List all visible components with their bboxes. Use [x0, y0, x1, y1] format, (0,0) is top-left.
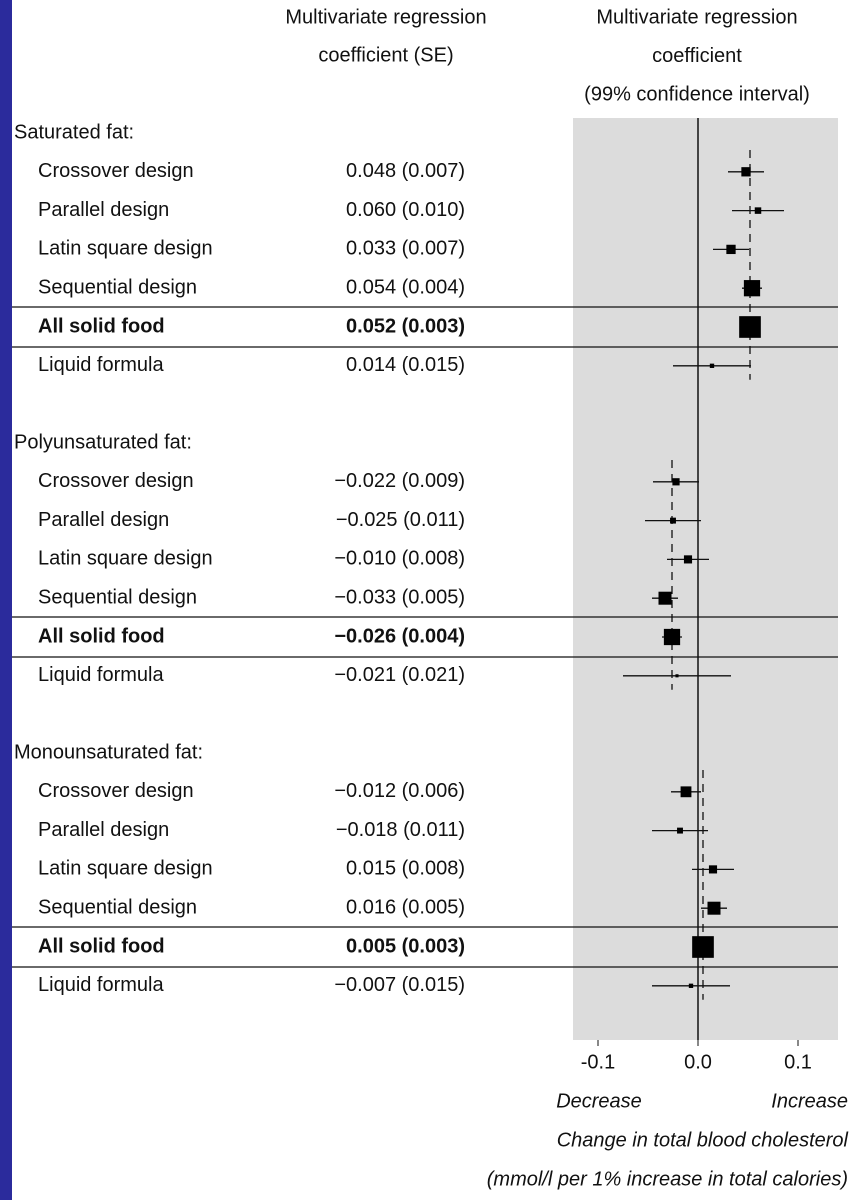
estimate-marker: [754, 207, 762, 214]
row-label: Liquid formula: [38, 664, 165, 686]
row-label: Crossover design: [38, 780, 194, 802]
estimate-marker: [692, 936, 714, 958]
value-label: −0.033 (0.005): [334, 586, 465, 608]
estimate-marker: [688, 983, 694, 988]
value-label: 0.014 (0.015): [346, 354, 465, 376]
row-label: Parallel design: [38, 819, 169, 841]
row-label: Latin square design: [38, 858, 213, 880]
column-header: coefficient (SE): [318, 44, 453, 66]
row-label: Liquid formula: [38, 354, 165, 376]
value-label: 0.060 (0.010): [346, 199, 465, 221]
column-header: Multivariate regression: [285, 6, 486, 28]
estimate-marker: [741, 167, 751, 177]
group-label: Polyunsaturated fat:: [14, 431, 192, 453]
estimate-marker: [683, 555, 693, 564]
row-label: Parallel design: [38, 199, 169, 221]
value-label: −0.007 (0.015): [334, 974, 465, 996]
row-label: Parallel design: [38, 509, 169, 531]
value-label: −0.022 (0.009): [334, 470, 465, 492]
estimate-marker: [726, 244, 736, 255]
direction-label: Increase: [771, 1090, 848, 1112]
estimate-marker: [663, 628, 681, 646]
row-label: Sequential design: [38, 276, 197, 298]
value-label: 0.048 (0.007): [346, 160, 465, 182]
estimate-marker: [743, 280, 761, 297]
value-label: −0.010 (0.008): [334, 548, 465, 570]
plot-panel: [573, 118, 838, 1040]
value-label: 0.033 (0.007): [346, 238, 465, 260]
row-label: Latin square design: [38, 548, 213, 570]
value-label: −0.012 (0.006): [334, 780, 465, 802]
x-tick-label: -0.1: [581, 1051, 615, 1073]
row-label: All solid food: [38, 315, 165, 337]
estimate-marker: [709, 363, 715, 368]
x-axis-title: (mmol/l per 1% increase in total calorie…: [487, 1168, 848, 1190]
estimate-marker: [672, 478, 680, 486]
estimate-marker: [680, 786, 692, 798]
value-label: 0.016 (0.005): [346, 896, 465, 918]
column-header: Multivariate regression: [596, 6, 797, 28]
row-label: Latin square design: [38, 238, 213, 260]
group-label: Monounsaturated fat:: [14, 741, 203, 763]
group-label: Saturated fat:: [14, 121, 134, 143]
x-tick-label: 0.0: [684, 1051, 712, 1073]
column-header: coefficient: [652, 45, 742, 67]
estimate-marker: [675, 674, 679, 678]
row-label: All solid food: [38, 935, 165, 957]
row-label: Liquid formula: [38, 974, 165, 996]
x-axis-title: Change in total blood cholesterol: [557, 1129, 849, 1151]
estimate-marker: [707, 901, 721, 915]
value-label: 0.054 (0.004): [346, 276, 465, 298]
value-label: 0.052 (0.003): [346, 315, 465, 337]
value-label: −0.025 (0.011): [336, 509, 465, 531]
column-header: (99% confidence interval): [584, 83, 810, 105]
row-label: Sequential design: [38, 586, 197, 608]
direction-label: Decrease: [556, 1090, 642, 1112]
row-label: Crossover design: [38, 470, 194, 492]
value-label: −0.018 (0.011): [336, 819, 465, 841]
value-label: −0.021 (0.021): [334, 664, 465, 686]
value-label: 0.015 (0.008): [346, 858, 465, 880]
estimate-marker: [670, 517, 676, 524]
estimate-marker: [658, 591, 672, 605]
estimate-marker: [739, 316, 761, 338]
estimate-marker: [677, 827, 683, 834]
value-label: 0.005 (0.003): [346, 935, 465, 957]
value-label: −0.026 (0.004): [334, 625, 465, 647]
row-label: Sequential design: [38, 896, 197, 918]
x-tick-label: 0.1: [784, 1051, 812, 1073]
estimate-marker: [708, 865, 718, 874]
row-label: Crossover design: [38, 160, 194, 182]
row-label: All solid food: [38, 625, 165, 647]
